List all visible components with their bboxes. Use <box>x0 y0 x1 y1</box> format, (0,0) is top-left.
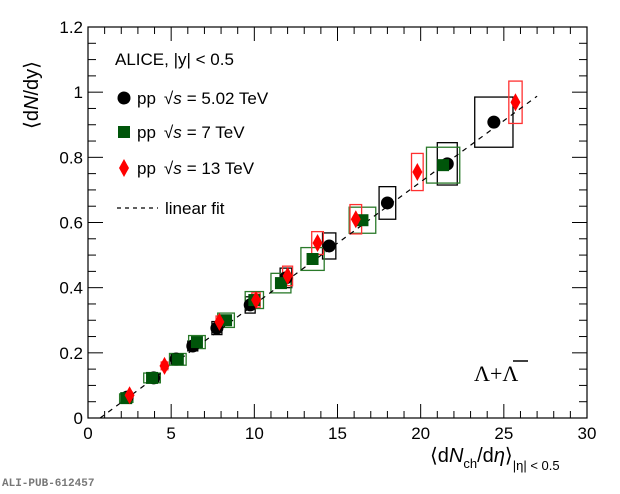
x-axis-title-close: ⟩ <box>505 445 513 467</box>
legend-entry-5tev: pp √s = 5.02 TeV <box>117 89 269 108</box>
systematic-box <box>378 186 397 220</box>
x-tick-label: 5 <box>166 424 175 443</box>
svg-text:pp√s= 5.02 TeV: pp √s = 5.02 TeV <box>137 89 269 108</box>
y-tick-label: 0.4 <box>59 279 83 298</box>
x-axis-title-range: |η| < 0.5 <box>513 458 560 473</box>
x-axis-title-mid: /d <box>477 445 494 467</box>
data-point-square <box>274 277 287 290</box>
legend-marker-diamond <box>119 159 129 177</box>
legend: ALICE, |y| < 0.5 pp √s = 5.02 TeV pp √s = 7 … <box>115 50 269 218</box>
data-point-diamond <box>412 162 423 181</box>
particle-label: Λ+Λ <box>474 361 518 386</box>
x-tick-label: 30 <box>578 424 597 443</box>
ticks-layer: 0 5 10 15 20 25 30 0 0.2 0.4 0.6 0.8 1 1.2 <box>59 18 596 443</box>
systematic-box <box>321 232 337 260</box>
x-axis-title-open: ⟨d <box>430 445 449 467</box>
y-tick-label: 0 <box>74 409 83 428</box>
particle-label-lambda-plus: Λ+ <box>474 361 502 386</box>
legend-label-suffix: = 13 TeV <box>187 159 255 178</box>
legend-s-symbol: s <box>173 89 182 108</box>
legend-sqrt-symbol: √ <box>164 123 174 142</box>
data-point-circle <box>322 239 336 253</box>
systematic-box <box>270 272 292 294</box>
legend-sqrt-symbol: √ <box>164 89 174 108</box>
systematic-box <box>300 246 325 272</box>
data-point-square <box>146 371 159 384</box>
data-point-circle <box>380 196 394 210</box>
data-point-diamond <box>510 93 521 112</box>
data-point-diamond <box>214 312 225 331</box>
legend-s-symbol: s <box>173 159 182 178</box>
y-tick-label: 0.2 <box>59 344 83 363</box>
data-point-diamond <box>124 386 135 405</box>
data-point-diamond <box>159 356 170 375</box>
y-axis-title-open: ⟨d <box>21 110 43 129</box>
legend-label-suffix: = 7 TeV <box>187 123 245 142</box>
legend-entry-13tev: pp √s = 13 TeV <box>119 159 255 178</box>
legend-label-prefix: pp <box>137 89 156 108</box>
data-point-diamond <box>250 291 261 310</box>
x-tick-label: 15 <box>328 424 347 443</box>
y-tick-label: 1 <box>74 83 83 102</box>
data-point-diamond <box>350 210 361 229</box>
legend-entry-7tev: pp √s = 7 TeV <box>118 123 245 142</box>
data-point-diamond <box>282 266 293 285</box>
x-tick-label: 0 <box>83 424 92 443</box>
legend-label-suffix: = 5.02 TeV <box>187 89 269 108</box>
svg-text:pp√s= 7 TeV: pp √s = 7 TeV <box>137 123 245 142</box>
plot-frame <box>87 26 588 419</box>
particle-label-antilambda: Λ <box>502 361 518 386</box>
x-tick-label: 10 <box>245 424 264 443</box>
systematic-box <box>348 206 377 234</box>
x-tick-label: 20 <box>411 424 430 443</box>
x-axis-title: ⟨dNch/dη⟩|η| < 0.5 <box>430 445 560 473</box>
data-point-square <box>190 336 203 349</box>
systematic-box <box>474 96 514 148</box>
x-axis-title-eta: η <box>494 445 505 467</box>
legend-label-prefix: pp <box>137 123 156 142</box>
x-tick-label: 25 <box>494 424 513 443</box>
data-point-square <box>171 353 184 366</box>
legend-s-symbol: s <box>173 123 182 142</box>
y-tick-label: 1.2 <box>59 18 83 37</box>
x-axis-title-sub: ch <box>463 456 477 471</box>
systematic-box <box>508 80 523 125</box>
legend-sqrt-symbol: √ <box>164 159 174 178</box>
legend-fit-label: linear fit <box>165 199 225 218</box>
y-tick-label: 0.8 <box>59 148 83 167</box>
y-axis-title-rest: /dy⟩ <box>21 61 43 95</box>
legend-marker-circle <box>117 91 131 105</box>
y-axis-title-N: N <box>21 95 43 110</box>
x-axis-title-N: N <box>449 445 464 467</box>
data-point-diamond <box>312 234 323 253</box>
watermark: ALI-PUB-612457 <box>2 478 95 490</box>
svg-text:pp√s= 13 TeV: pp √s = 13 TeV <box>137 159 255 178</box>
legend-marker-square <box>118 126 130 138</box>
axes-layer <box>87 26 588 419</box>
y-axis-title: ⟨dN/dy⟩ <box>21 61 43 129</box>
legend-header: ALICE, |y| < 0.5 <box>115 50 234 69</box>
y-tick-label: 0.6 <box>59 214 83 233</box>
systematic-box <box>410 152 424 192</box>
data-point-square <box>306 252 319 265</box>
legend-entry-fit: linear fit <box>117 199 225 218</box>
markers-layer <box>120 93 521 405</box>
systematic-box <box>425 146 461 184</box>
data-point-square <box>437 159 450 172</box>
legend-label-prefix: pp <box>137 159 156 178</box>
data-point-circle <box>487 115 501 129</box>
